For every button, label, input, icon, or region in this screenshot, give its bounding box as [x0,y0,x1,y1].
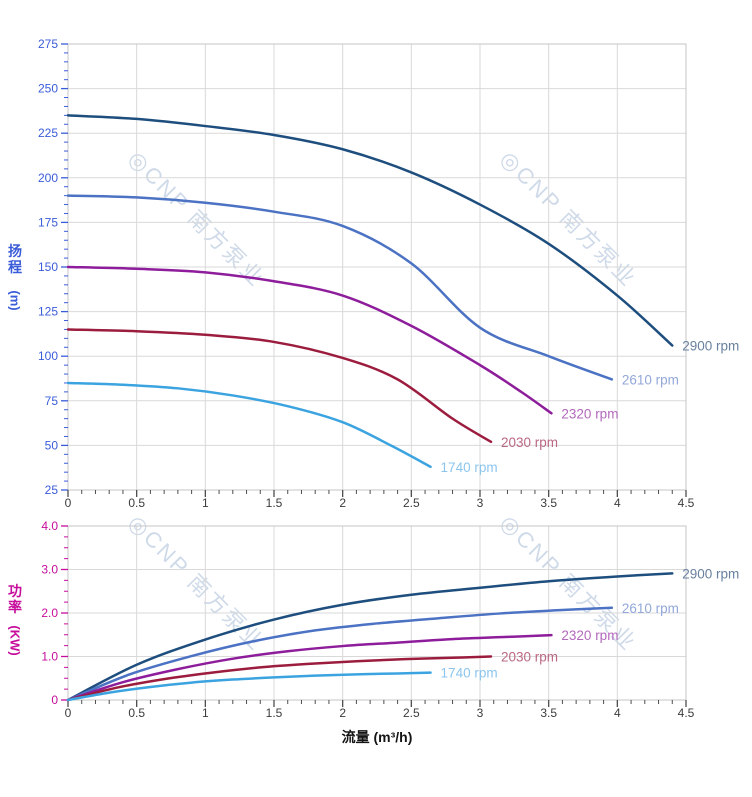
power-curve-1740rpm [66,671,432,702]
power-curve-label-2320rpm: 2320 rpm [561,628,618,643]
head-curve-label-2900rpm: 2900 rpm [682,338,739,353]
y-tick-label: 150 [38,260,58,274]
power-curve-2320rpm [66,633,553,702]
y-tick-label: 75 [45,394,59,408]
head-curve-label-2610rpm: 2610 rpm [622,372,679,387]
x-tick-label: 2.5 [403,706,420,720]
x-tick-label: 4.5 [678,496,695,510]
y-tick-label: 275 [38,37,58,51]
power-chart: 4.0 3.0 2.0 1.0 00 0.5 1 1.5 2 2.5 3 3.5 4 4.5 2900 rp… [41,519,739,720]
x-tick-label: 1 [202,706,209,720]
y-tick-label: 1.0 [41,650,58,664]
y-tick-label: 200 [38,171,58,185]
head-curve-2320rpm [66,265,553,415]
power-curve-label-1740rpm: 1740 rpm [441,666,498,681]
y-tick-label: 2.0 [41,606,58,620]
x-tick-label: 1.5 [266,496,283,510]
y-axis-title-head: 扬程 (m) [5,243,25,320]
cnp-logo-watermark: ◎CNP 南方泵业 [123,510,269,656]
y-tick-label: 4.0 [41,519,58,533]
x-tick-label: 3 [477,496,484,510]
x-tick-label: 2.5 [403,496,420,510]
power-curve-2610rpm [66,606,614,702]
x-axis-title-flow: 流量 (m³/h) [341,729,413,745]
power-curve-label-2610rpm: 2610 rpm [622,601,679,616]
x-tick-label: 4 [614,496,621,510]
head-curve-2030rpm [66,328,493,444]
y-tick-label: 125 [38,305,58,319]
head-curve-2610rpm [66,194,614,381]
x-tick-label: 0.5 [128,496,145,510]
power-curve-label-2030rpm: 2030 rpm [501,650,558,665]
power-curve-2900rpm [66,572,674,702]
power-curve-label-2900rpm: 2900 rpm [682,566,739,581]
x-tick-label: 3.5 [540,706,557,720]
y-tick-label: 250 [38,82,58,96]
x-tick-label: 0 [65,706,72,720]
y-axis-unit-head: (m) [7,289,23,311]
x-tick-label: 3 [477,706,484,720]
power-curve-2030rpm [66,655,493,702]
head-curve-label-1740rpm: 1740 rpm [441,460,498,475]
head-curve-1740rpm [66,381,432,469]
gridlines [68,44,686,490]
y-axis: 4.0 3.0 2.0 1.0 0 [41,519,68,707]
y-tick-label: 175 [38,215,58,229]
y-axis-unit-power: (KW) [7,624,23,656]
head-curve-2900rpm [66,114,674,347]
y-axis: 275 250 225 200 175 150 125 100 75 50 25 [38,37,68,497]
x-tick-label: 1.5 [266,706,283,720]
x-tick-label: 2 [339,496,346,510]
head-curve-label-2320rpm: 2320 rpm [561,406,618,421]
y-tick-label: 100 [38,349,58,363]
y-axis-title-power: 功率 (KW) [5,583,25,660]
x-tick-label: 4.5 [678,706,695,720]
x-tick-label: 2 [339,706,346,720]
y-axis-title-power-text: 功率 [8,583,22,615]
y-tick-label: 225 [38,126,58,140]
x-axis: 0 0.5 1 1.5 2 2.5 3 3.5 4 4.5 [65,700,695,720]
x-tick-label: 1 [202,496,209,510]
y-tick-label: 50 [45,438,59,452]
gridlines [68,526,686,700]
x-tick-label: 3.5 [540,496,557,510]
y-axis-title-head-text: 扬程 [8,243,22,275]
cnp-logo-watermark: ◎CNP 南方泵业 [495,146,641,292]
y-axis-unit-head-box: (m) [7,280,23,320]
y-tick-label: 3.0 [41,563,58,577]
x-tick-label: 0 [65,496,72,510]
x-axis: 0 0.5 1 1.5 2 2.5 3 3.5 4 4.5 [65,490,695,510]
x-tick-label: 0.5 [128,706,145,720]
x-tick-label: 4 [614,706,621,720]
y-axis-unit-power-box: (KW) [7,620,23,660]
y-tick-label: 0 [51,693,58,707]
head-curve-label-2030rpm: 2030 rpm [501,435,558,450]
y-tick-label: 25 [45,483,59,497]
